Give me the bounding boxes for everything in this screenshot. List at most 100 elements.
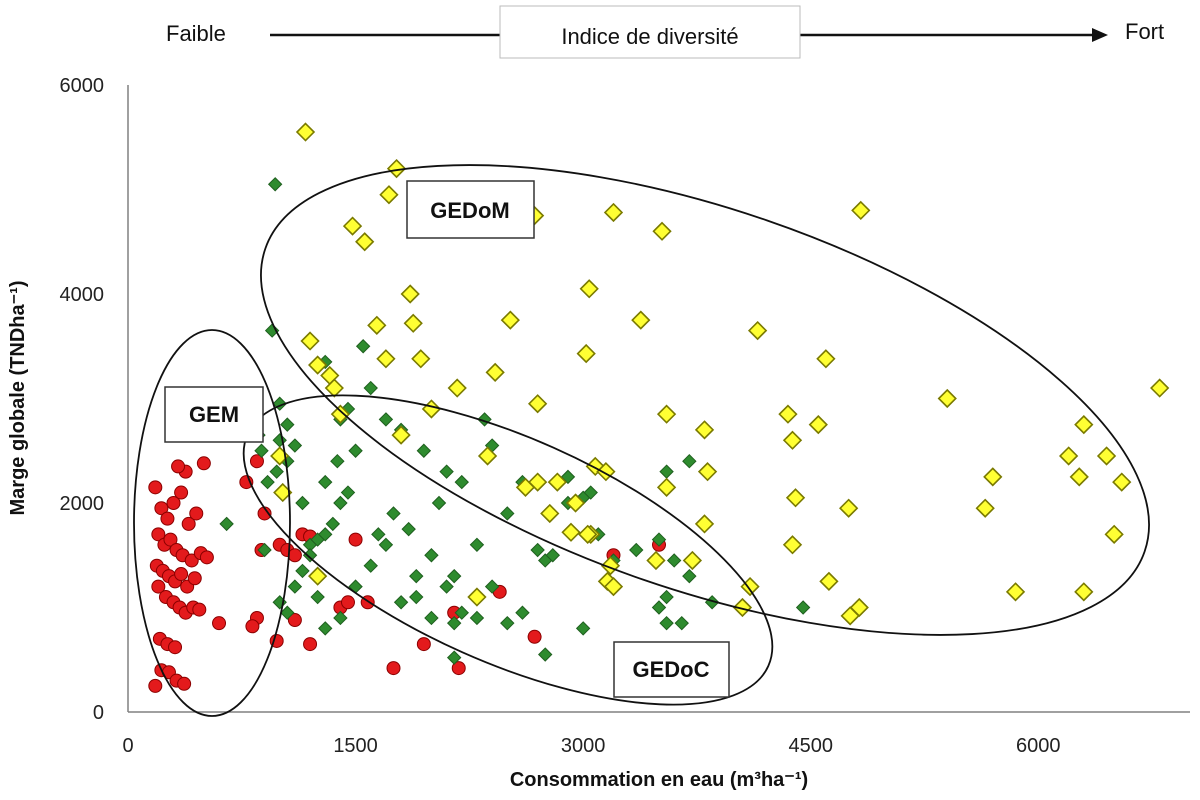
point-gedoc: [682, 453, 697, 469]
point-gedom: [578, 524, 598, 544]
point-gedom: [697, 462, 718, 482]
point-gem: [416, 637, 431, 652]
point-gedoc: [439, 464, 454, 479]
point-gedoc: [264, 323, 280, 338]
point-gedoc: [682, 568, 697, 584]
point-gedom: [656, 404, 677, 424]
point-gedoc: [538, 647, 553, 662]
point-gedom: [295, 122, 316, 142]
point-gedoc: [280, 605, 295, 620]
tick-labels: 0 1500 3000 4500 6000 0 2000 4000 6000: [60, 75, 1061, 757]
gedoc-label: GEDoC: [613, 641, 730, 698]
diversity-arrow-head: [1092, 28, 1108, 42]
point-gem: [163, 532, 178, 547]
point-gedoc: [530, 542, 545, 558]
y-tick-label: 4000: [60, 284, 105, 306]
point-gedoc: [659, 464, 674, 479]
gem-label-box: [164, 386, 264, 443]
point-gedoc: [454, 474, 469, 490]
point-gedom: [785, 488, 806, 508]
point-gedoc: [386, 506, 401, 521]
point-gedom: [1005, 582, 1026, 602]
point-gedom: [819, 571, 839, 592]
x-tick-label: 3000: [561, 735, 606, 757]
point-gedom: [308, 355, 328, 375]
point-gedom: [367, 315, 387, 335]
point-gedom: [565, 493, 586, 513]
point-gedom: [782, 535, 803, 555]
point-gedom: [603, 576, 624, 597]
diversity-scale: Faible Indice de diversité Fort: [166, 5, 1164, 59]
point-gedom: [732, 597, 753, 618]
point-gedom: [975, 498, 995, 518]
point-gedom: [376, 349, 396, 369]
point-gem: [174, 567, 189, 582]
point-gem: [451, 661, 466, 676]
point-gedoc: [515, 605, 530, 620]
point-gedoc: [254, 443, 269, 458]
point-gedoc: [348, 579, 363, 594]
point-gedoc: [431, 495, 447, 511]
point-gem: [189, 506, 204, 521]
point-gedom: [386, 158, 407, 179]
point-gedoc: [674, 615, 689, 631]
point-gem: [166, 496, 181, 510]
point-gedom: [983, 467, 1003, 487]
point-gedom: [527, 394, 548, 414]
gem-label-text: GEM: [189, 402, 239, 427]
point-gem: [303, 637, 318, 652]
point-gedoc: [287, 579, 303, 594]
point-gedom: [330, 404, 351, 424]
point-gedoc: [310, 589, 325, 605]
point-gedom: [300, 331, 320, 351]
point-gedom: [324, 378, 344, 398]
point-gem: [249, 454, 264, 469]
point-gem: [148, 480, 163, 495]
point-gedom: [342, 216, 363, 236]
point-gedoc: [260, 474, 275, 490]
point-gedoc: [500, 506, 515, 521]
point-gedoc: [272, 433, 287, 448]
point-gem: [196, 456, 211, 471]
y-tick-label: 0: [93, 702, 104, 724]
point-gedom: [411, 349, 431, 369]
point-gedom: [447, 378, 467, 398]
point-gedoc: [629, 542, 644, 558]
point-gem: [199, 550, 214, 565]
point-gedoc: [378, 412, 394, 427]
point-gedoc: [416, 443, 432, 458]
point-gedom: [816, 349, 836, 369]
point-gedom: [656, 477, 677, 497]
point-gedom: [682, 550, 703, 571]
point-gedom: [467, 587, 487, 607]
point-gedom: [561, 522, 581, 542]
gedom-ellipse: [260, 164, 1150, 636]
point-gem: [348, 532, 363, 547]
gedom-label-text: GEDoM: [430, 198, 509, 223]
point-gem: [287, 613, 302, 628]
x-tick-label: 1500: [333, 735, 378, 757]
diversity-title: Indice de diversité: [561, 24, 738, 49]
point-gedoc: [287, 438, 303, 453]
point-gedoc: [371, 527, 386, 542]
y-tick-label: 2000: [60, 493, 105, 515]
point-gedom: [477, 446, 498, 466]
x-axis-title: Consommation en eau (m³ha⁻¹): [510, 769, 808, 791]
point-gedoc: [318, 527, 333, 542]
point-gem: [386, 661, 401, 676]
point-gedoc: [295, 563, 310, 579]
point-gedom: [1074, 414, 1094, 435]
point-gedom: [1150, 378, 1170, 398]
point-gedoc: [355, 339, 371, 354]
point-gedoc: [583, 485, 598, 500]
point-gedom: [1112, 472, 1132, 492]
point-gem: [181, 516, 196, 531]
point-gedoc: [446, 650, 462, 665]
point-gedom: [937, 388, 957, 409]
gedoc-label-box: [613, 641, 730, 698]
point-gedom: [1069, 467, 1089, 487]
point-gem: [148, 678, 163, 693]
x-tick-label: 6000: [1016, 735, 1061, 757]
point-gedom: [540, 503, 560, 524]
data-points: [148, 122, 1170, 693]
